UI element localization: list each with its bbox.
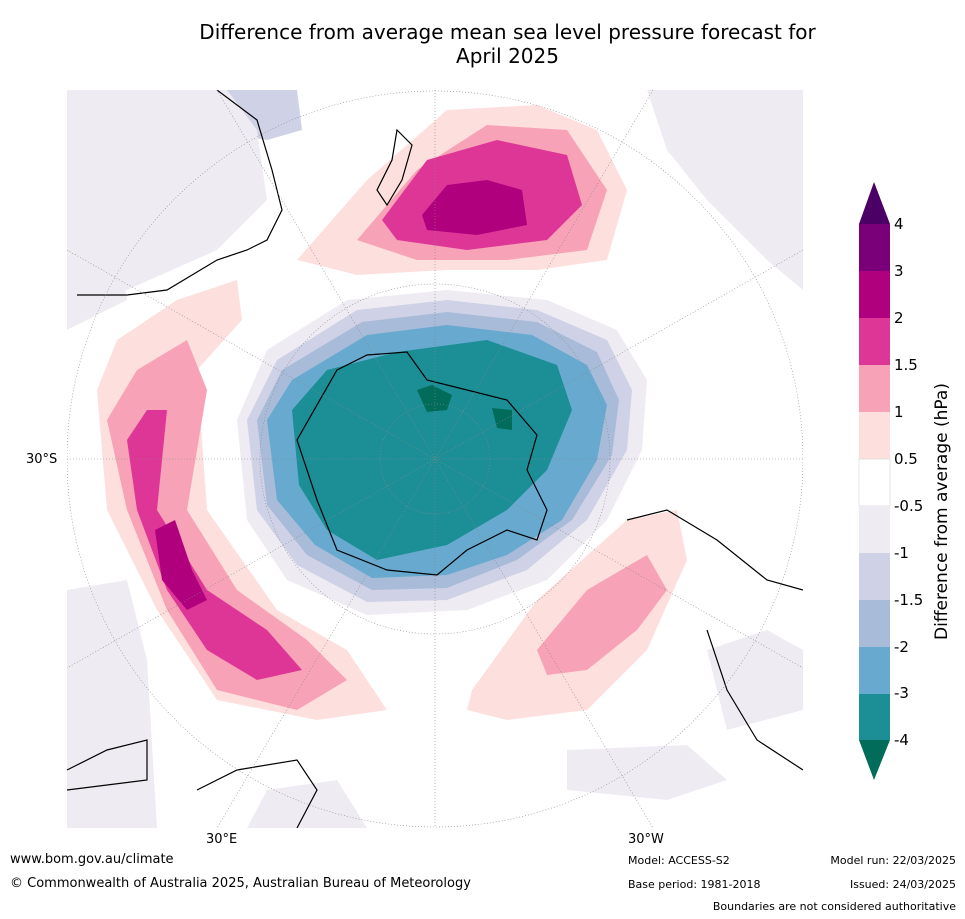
title-line-1: Difference from average mean sea level p… — [199, 20, 816, 44]
colorbar-swatch-1-1.5 — [859, 365, 890, 412]
footer-website: www.bom.gov.au/climate — [10, 852, 174, 867]
anomaly-indian-positive — [97, 280, 387, 720]
colorbar-swatch-1.5-2 — [859, 318, 890, 365]
footer-disclaimer: Boundaries are not considered authoritat… — [712, 900, 956, 913]
polar-anomaly-map — [67, 90, 803, 828]
colorbar-tick-0.5: 0.5 — [894, 450, 918, 468]
colorbar-tick-neg-1.5: -1.5 — [894, 591, 924, 609]
coastlines — [67, 90, 803, 828]
colorbar-tick-neg-4: -4 — [894, 731, 909, 749]
lat-label-30s: 30°S — [26, 452, 58, 467]
colorbar-swatch-neg-1-1.5 — [859, 553, 890, 600]
colorbar — [850, 180, 960, 790]
colorbar-tick-neg-2: -2 — [894, 638, 909, 656]
footer-model-run: Model run: 22/03/2025 — [830, 854, 956, 867]
colorbar-tick-neg-1: -1 — [894, 544, 909, 562]
footer-model: Model: ACCESS-S2 — [628, 854, 730, 867]
lon-label-30w: 30°W — [628, 832, 664, 847]
colorbar-tick-neg-3: -3 — [894, 684, 909, 702]
colorbar-tick-2: 2 — [894, 309, 904, 327]
colorbar-tick-4: 4 — [894, 215, 904, 233]
colorbar-tick-1.5: 1.5 — [894, 356, 918, 374]
colorbar-tick-3: 3 — [894, 262, 904, 280]
footer-base-period: Base period: 1981-2018 — [628, 878, 761, 891]
anomaly-atlantic-positive — [467, 510, 687, 720]
faint-patch-se — [707, 630, 803, 730]
coast-south-america-2 — [706, 629, 803, 771]
coast-south-america — [626, 509, 803, 591]
colorbar-swatch-neg-3-4 — [859, 694, 890, 740]
faint-patch-w — [67, 240, 127, 330]
colorbar-swatch-2-3 — [859, 271, 890, 318]
faint-patch-sw — [67, 580, 157, 828]
anomaly-antarctic-negative — [237, 290, 647, 615]
coast-madagascar-region — [196, 759, 318, 828]
footer-copyright: © Commonwealth of Australia 2025, Austra… — [10, 876, 471, 891]
map-title: Difference from average mean sea level p… — [100, 20, 915, 68]
colorbar-swatch-3-4 — [859, 224, 890, 271]
colorbar-arrow-bottom — [859, 740, 890, 780]
coast-new-zealand — [376, 128, 413, 207]
lon-label-30e: 30°E — [206, 832, 238, 847]
graticule — [67, 90, 803, 828]
coast-south-africa — [67, 739, 148, 791]
coast-antarctica — [296, 351, 548, 576]
colorbar-tick-neg-0.5: -0.5 — [894, 497, 924, 515]
colorbar-tick-1: 1 — [894, 403, 904, 421]
colorbar-swatch-neg-0.5-1 — [859, 506, 890, 553]
colorbar-swatch-neg-1.5-2 — [859, 600, 890, 647]
map-svg — [67, 90, 803, 828]
colorbar-svg — [858, 182, 891, 780]
anomaly-nz-positive — [297, 105, 627, 275]
colorbar-swatch-neutral — [858, 458, 891, 507]
footer-issued: Issued: 24/03/2025 — [849, 878, 956, 891]
faint-patch-s — [567, 745, 727, 800]
coast-australia — [77, 90, 283, 296]
colorbar-axis-label: Difference from average (hPa) — [932, 383, 952, 640]
colorbar-swatch-neg-2-3 — [859, 647, 890, 694]
title-line-2: April 2025 — [456, 44, 559, 68]
colorbar-arrow-top — [859, 182, 890, 224]
colorbar-swatch-0.5-1 — [859, 412, 890, 459]
faint-patch-ne — [647, 90, 803, 290]
